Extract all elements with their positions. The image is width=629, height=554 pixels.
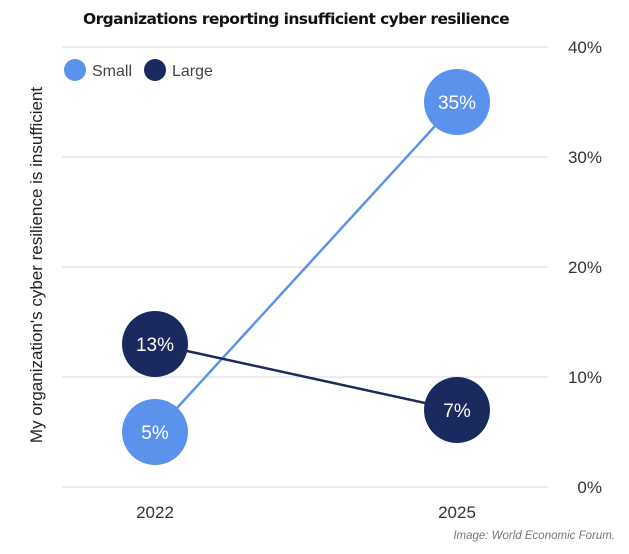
data-label: 35%: [438, 93, 476, 114]
x-tick-label: 2025: [438, 503, 476, 522]
source-note: Image: World Economic Forum.: [453, 530, 615, 542]
legend-label: Small: [92, 63, 132, 80]
data-label: 13%: [136, 335, 174, 356]
series-line-small: [154, 101, 458, 433]
data-point-small: [122, 399, 188, 465]
legend-marker-small: [64, 59, 86, 81]
series-line-large: [154, 342, 458, 412]
y-tick-label: 20%: [568, 258, 602, 277]
data-point-large: [424, 377, 490, 443]
x-tick-label: 2022: [136, 503, 174, 522]
chart-title: Organizations reporting insufficient cyb…: [83, 10, 510, 28]
y-tick-label: 40%: [568, 38, 602, 57]
data-label: 7%: [443, 401, 471, 422]
data-point-small: [424, 69, 490, 135]
legend-marker-large: [144, 59, 166, 81]
data-label: 5%: [141, 423, 169, 444]
y-tick-label: 30%: [568, 148, 602, 167]
y-tick-label: 10%: [568, 368, 602, 387]
y-tick-label: 0%: [577, 478, 602, 497]
data-point-large: [122, 311, 188, 377]
legend-label: Large: [172, 63, 213, 80]
